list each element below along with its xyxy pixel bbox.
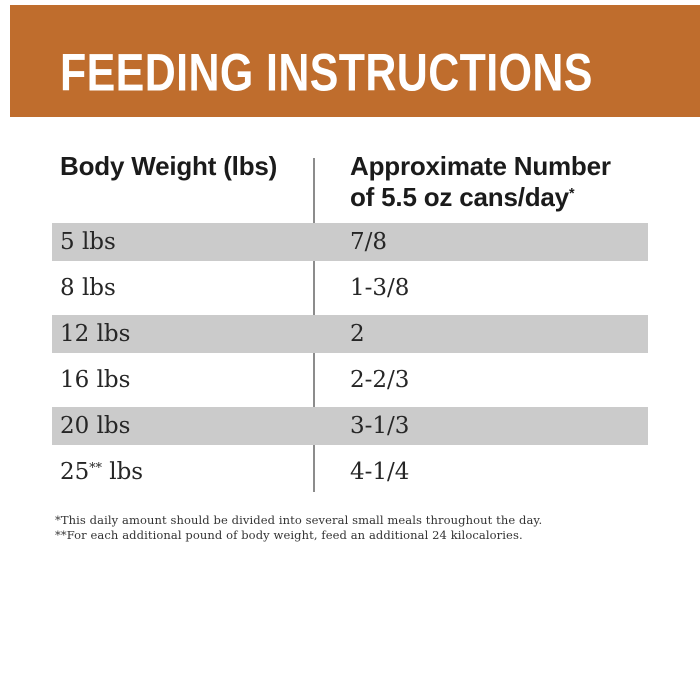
body-weight-value: 5 lbs (60, 229, 116, 255)
footnote-marker-asterisk: * (568, 186, 575, 203)
cell-body-weight: 20 lbs (52, 413, 313, 439)
cell-body-weight: 25** lbs (52, 459, 313, 485)
feeding-table: 5 lbs 7/8 8 lbs 1-3/8 12 lbs 2 16 lbs 2-… (52, 219, 648, 495)
cell-body-weight: 5 lbs (52, 229, 313, 255)
footnote-daily-amount: *This daily amount should be divided int… (55, 513, 543, 527)
cell-cans-per-day: 4-1/4 (350, 459, 410, 485)
body-weight-unit: lbs (101, 459, 144, 485)
body-weight-value: 16 lbs (60, 367, 131, 393)
header-banner: FEEDING INSTRUCTIONS (10, 5, 700, 117)
body-weight-value: 25 (60, 459, 90, 485)
cell-cans-per-day: 7/8 (350, 229, 388, 255)
column-header-cans-per-day: Approximate Number of 5.5 oz cans/day* (350, 151, 660, 218)
footnote-additional-kilocalories: **For each additional pound of body weig… (55, 528, 523, 542)
cell-cans-per-day: 2 (350, 321, 365, 347)
table-row: 16 lbs 2-2/3 (52, 357, 648, 403)
table-row: 20 lbs 3-1/3 (52, 403, 648, 449)
cell-cans-per-day: 1-3/8 (350, 275, 410, 301)
table-row: 12 lbs 2 (52, 311, 648, 357)
body-weight-value: 20 lbs (60, 413, 131, 439)
page-title: FEEDING INSTRUCTIONS (60, 43, 593, 103)
table-row: 5 lbs 7/8 (52, 219, 648, 265)
body-weight-value: 8 lbs (60, 275, 116, 301)
footnote-marker-double-asterisk: ** (89, 460, 102, 476)
column-header-cans-line2: of 5.5 oz cans/day (350, 182, 569, 212)
column-header-cans-line1: Approximate Number (350, 151, 611, 181)
cell-body-weight: 12 lbs (52, 321, 313, 347)
cell-body-weight: 8 lbs (52, 275, 313, 301)
footnotes-block: *This daily amount should be divided int… (55, 513, 542, 543)
body-weight-value: 12 lbs (60, 321, 131, 347)
cell-cans-per-day: 3-1/3 (350, 413, 410, 439)
cell-body-weight: 16 lbs (52, 367, 313, 393)
table-row: 8 lbs 1-3/8 (52, 265, 648, 311)
table-row: 25** lbs 4-1/4 (52, 449, 648, 495)
cell-cans-per-day: 2-2/3 (350, 367, 410, 393)
column-header-body-weight: Body Weight (lbs) (60, 151, 278, 181)
